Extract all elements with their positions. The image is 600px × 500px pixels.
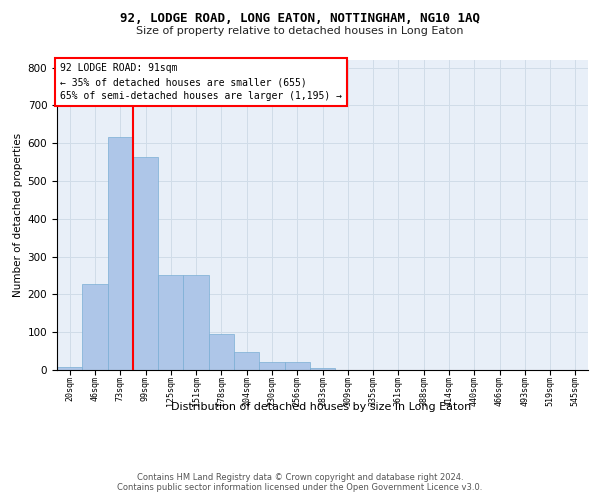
Text: Size of property relative to detached houses in Long Eaton: Size of property relative to detached ho… [136, 26, 464, 36]
Bar [184, 274, 209, 370]
Bar [82, 284, 107, 370]
Text: 92, LODGE ROAD, LONG EATON, NOTTINGHAM, NG10 1AQ: 92, LODGE ROAD, LONG EATON, NOTTINGHAM, … [120, 12, 480, 26]
Bar [107, 137, 133, 370]
Bar [57, 367, 82, 370]
Bar [310, 368, 335, 370]
Bar [259, 362, 284, 370]
Bar [284, 362, 310, 370]
Text: Contains HM Land Registry data © Crown copyright and database right 2024.
Contai: Contains HM Land Registry data © Crown c… [118, 473, 482, 492]
Bar [158, 274, 184, 370]
Text: Distribution of detached houses by size in Long Eaton: Distribution of detached houses by size … [171, 402, 471, 412]
Bar [234, 352, 259, 370]
Y-axis label: Number of detached properties: Number of detached properties [13, 133, 23, 297]
Bar [209, 334, 234, 370]
Text: 92 LODGE ROAD: 91sqm
← 35% of detached houses are smaller (655)
65% of semi-deta: 92 LODGE ROAD: 91sqm ← 35% of detached h… [59, 63, 341, 101]
Bar [133, 157, 158, 370]
